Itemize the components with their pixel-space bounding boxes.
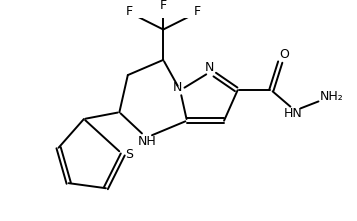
Text: S: S <box>126 148 134 161</box>
Text: F: F <box>194 5 201 18</box>
Text: F: F <box>160 0 167 12</box>
Text: N: N <box>205 61 215 74</box>
Text: HN: HN <box>284 107 303 120</box>
Text: NH₂: NH₂ <box>320 90 343 103</box>
Text: O: O <box>279 48 289 61</box>
Text: F: F <box>125 5 132 18</box>
Text: N: N <box>173 81 182 94</box>
Text: NH: NH <box>138 135 156 149</box>
